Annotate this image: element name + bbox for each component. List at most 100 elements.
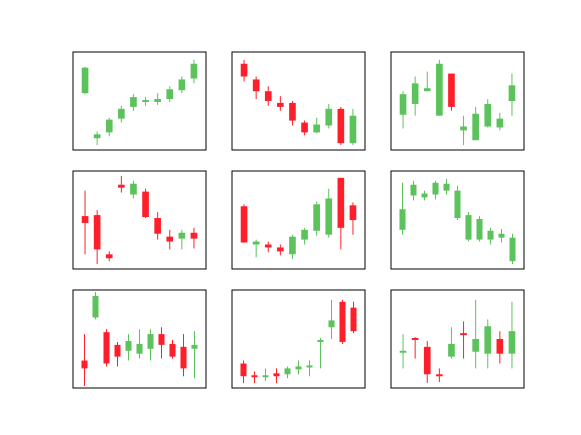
- candle-body: [472, 339, 479, 352]
- candle-body: [289, 102, 296, 121]
- candle-body: [496, 118, 504, 128]
- candle-body: [118, 184, 125, 188]
- panel-frame: [72, 51, 207, 151]
- candle-body: [264, 244, 272, 248]
- candle-body: [508, 85, 516, 101]
- candle-body: [81, 216, 89, 223]
- candle-body: [423, 88, 431, 92]
- candle-body: [103, 332, 110, 364]
- candle-body: [349, 115, 357, 144]
- candle-body: [350, 307, 357, 332]
- candle-body: [301, 229, 308, 240]
- candle-body: [411, 83, 419, 104]
- candle-body: [284, 368, 291, 375]
- candle-body: [147, 334, 154, 349]
- candlestick-panel-9: [390, 289, 525, 389]
- candlestick-panel-3: [390, 51, 525, 151]
- panel-frame: [231, 289, 366, 389]
- candle-body: [454, 190, 461, 219]
- candle-body: [411, 338, 419, 341]
- candle-body: [487, 230, 494, 240]
- panel-frame: [390, 170, 525, 270]
- candle-body: [289, 236, 296, 255]
- candle-body: [81, 67, 89, 94]
- candle-body: [166, 236, 174, 242]
- candle-body: [264, 91, 272, 101]
- candle-body: [191, 344, 198, 349]
- candle-body: [508, 331, 516, 354]
- candle-body: [190, 63, 198, 79]
- candle-body: [142, 100, 149, 103]
- candle-body: [92, 295, 99, 318]
- candle-body: [190, 232, 198, 239]
- candlestick-panel-7: [72, 289, 207, 389]
- candle-body: [277, 247, 284, 252]
- candle-body: [105, 254, 113, 259]
- candlestick-panel-4: [72, 170, 207, 270]
- candlestick-panel-2: [231, 51, 366, 151]
- candle-body: [240, 363, 247, 377]
- candle-body: [337, 177, 345, 228]
- candle-body: [252, 79, 260, 92]
- candle-body: [328, 320, 335, 328]
- candle-body: [325, 108, 333, 126]
- candle-body: [465, 215, 472, 240]
- candle-body: [118, 108, 125, 119]
- candlestick-panel-1: [72, 51, 207, 151]
- candle-body: [509, 237, 516, 262]
- candle-body: [273, 373, 280, 377]
- candle-body: [432, 182, 439, 195]
- candle-body: [166, 89, 174, 100]
- candle-body: [399, 350, 407, 353]
- panel-frame: [390, 289, 525, 389]
- candle-body: [262, 375, 269, 378]
- candle-body: [306, 365, 313, 368]
- panel-frame: [72, 289, 207, 389]
- candle-body: [484, 326, 492, 354]
- candlestick-panel-6: [390, 170, 525, 270]
- panel-frame: [72, 170, 207, 270]
- candle-body: [178, 79, 186, 91]
- candle-body: [317, 339, 324, 342]
- candle-body: [460, 126, 467, 131]
- candle-body: [252, 241, 260, 245]
- candle-body: [349, 205, 357, 220]
- candle-body: [301, 122, 308, 133]
- panel-frame: [231, 51, 366, 151]
- candle-body: [169, 343, 176, 357]
- candle-body: [436, 374, 443, 377]
- candle-body: [178, 232, 186, 239]
- candle-body: [460, 333, 467, 336]
- candle-body: [130, 183, 137, 195]
- candle-body: [251, 375, 258, 378]
- candle-body: [277, 102, 284, 107]
- candle-body: [496, 339, 504, 354]
- candle-body: [448, 73, 455, 107]
- candle-body: [337, 108, 345, 144]
- candle-body: [472, 113, 479, 141]
- candle-body: [93, 215, 101, 250]
- candle-body: [154, 218, 161, 234]
- panel-frame: [231, 170, 366, 270]
- candle-body: [443, 183, 450, 191]
- candle-body: [81, 360, 88, 369]
- candle-body: [136, 343, 143, 354]
- candle-body: [476, 219, 483, 240]
- candle-body: [114, 344, 121, 357]
- candle-body: [154, 99, 161, 102]
- candle-body: [423, 346, 431, 375]
- candle-body: [313, 124, 320, 133]
- candle-body: [498, 233, 505, 238]
- candle-body: [313, 204, 320, 231]
- candle-body: [142, 191, 149, 218]
- candle-body: [325, 198, 333, 235]
- candlestick-panel-8: [231, 289, 366, 389]
- candle-body: [399, 94, 407, 115]
- candle-body: [421, 193, 428, 198]
- candle-body: [295, 366, 302, 370]
- candle-body: [484, 103, 492, 127]
- candle-body: [125, 340, 132, 351]
- candle-body: [410, 184, 417, 196]
- candle-body: [240, 206, 248, 243]
